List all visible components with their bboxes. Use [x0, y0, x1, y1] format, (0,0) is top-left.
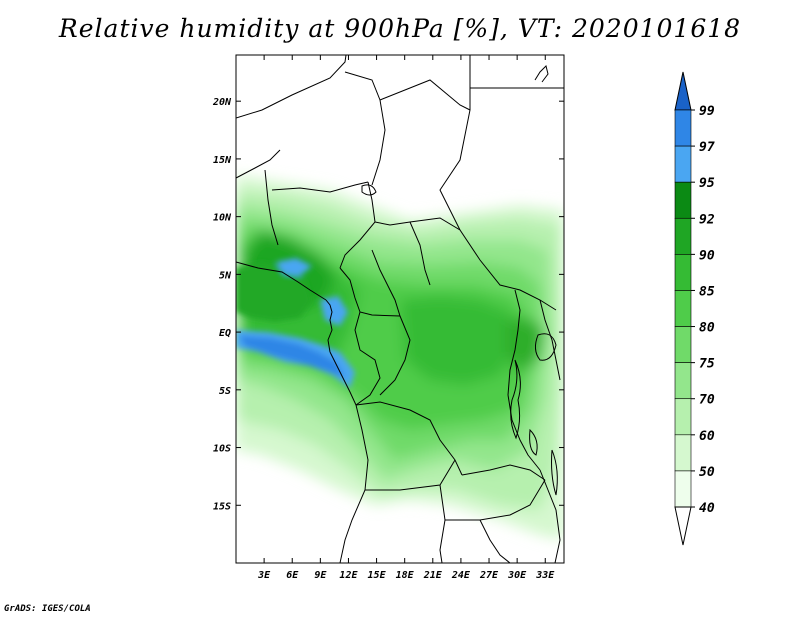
lon-tick-label: 3E [257, 570, 271, 581]
colorbar-label: 92 [699, 212, 715, 227]
lon-tick-label: 15E [368, 570, 387, 581]
humidity-region-95-north [276, 258, 312, 276]
colorbar: 99 97 95 92 90 85 80 75 70 60 50 40 [674, 71, 715, 546]
map-title: Relative humidity at 900hPa [%], VT: 202… [58, 14, 742, 43]
colorbar-segment [674, 145, 692, 183]
colorbar-segment [674, 470, 692, 508]
colorbar-segment [674, 109, 692, 147]
colorbar-segment [674, 398, 692, 436]
humidity-region-95-gabon [320, 296, 348, 326]
colorbar-label: 50 [699, 465, 715, 480]
lon-tick-label: 30E [507, 570, 527, 581]
colorbar-segment [674, 217, 692, 255]
border-line [236, 55, 347, 119]
border-line [236, 261, 327, 301]
border-line [409, 221, 431, 286]
border-line [236, 149, 281, 179]
lat-axis: 20N 15N 10N 5N EQ 5S 10S 15S [212, 97, 564, 512]
border-line [344, 71, 386, 186]
colorbar-label: 60 [699, 429, 715, 444]
humidity-region-90-east [505, 318, 545, 372]
border-line [439, 484, 446, 563]
border-line [439, 55, 471, 231]
map-frame [235, 54, 565, 564]
border-line [339, 267, 401, 317]
border-line [461, 464, 546, 481]
lon-tick-label: 21E [423, 570, 443, 581]
lon-tick-label: 6E [286, 570, 299, 581]
colorbar-segment [674, 181, 692, 219]
colorbar-segment [674, 434, 692, 472]
border-line [325, 299, 333, 353]
colorbar-label: 90 [699, 248, 715, 263]
colorbar-segment [674, 362, 692, 400]
border-line [379, 79, 471, 111]
colorbar-segment [674, 290, 692, 327]
lake-outline [529, 428, 538, 456]
lake-outline [361, 184, 377, 196]
lon-tick-label: 33E [535, 570, 555, 581]
colorbar-segment [674, 254, 692, 291]
colorbar-label: 95 [699, 176, 715, 191]
colorbar-label: 70 [699, 393, 715, 408]
border-line [354, 311, 381, 406]
colorbar-label: 99 [699, 104, 715, 119]
borders [236, 55, 564, 563]
lon-tick-label: 12E [339, 570, 358, 581]
border-line [507, 289, 521, 396]
humidity-region-85-east [400, 296, 515, 385]
coast-line [534, 65, 549, 83]
humidity-field [236, 175, 564, 540]
lat-tick-label: 20N [212, 97, 232, 108]
border-line [339, 181, 376, 269]
border-line [445, 479, 546, 521]
humidity-region-97 [240, 336, 345, 378]
border-line [371, 249, 401, 317]
colorbar-label: 80 [699, 321, 715, 336]
lon-axis: 3E 6E 9E 12E 15E 18E 21E 24E 27E 30E 33E [257, 55, 555, 581]
lat-tick-label: 10S [213, 444, 231, 455]
lon-tick-label: 9E [314, 570, 327, 581]
lat-tick-label: EQ [219, 328, 231, 339]
colorbar-label: 97 [699, 140, 715, 155]
colorbar-cap-bottom [674, 506, 692, 546]
border-line [264, 169, 279, 246]
border-line [479, 519, 511, 563]
colorbar-label: 75 [699, 357, 715, 372]
lake-outline [510, 359, 521, 440]
border-line [365, 459, 456, 491]
lake-outline [551, 449, 558, 496]
border-line [329, 351, 357, 406]
border-line [374, 217, 557, 311]
border-line [271, 181, 369, 193]
border-line [539, 469, 561, 563]
colorbar-segment [674, 326, 692, 363]
colorbar-label: 40 [699, 501, 715, 516]
lat-tick-label: 15S [213, 501, 231, 512]
colorbar-label: 85 [699, 284, 715, 299]
lon-tick-label: 27E [479, 570, 499, 581]
border-line [379, 315, 411, 396]
lon-tick-label: 24E [451, 570, 471, 581]
lon-tick-label: 18E [396, 570, 415, 581]
lat-tick-label: 10N [213, 213, 232, 224]
lake-outline [534, 333, 557, 361]
colorbar-cap-top [674, 71, 692, 111]
credit-text: GrADS: IGES/COLA [4, 604, 91, 614]
lat-tick-label: 5N [219, 270, 232, 281]
border-line [539, 299, 561, 381]
lat-tick-label: 5S [219, 386, 231, 397]
lat-tick-label: 15N [213, 155, 232, 166]
humidity-region-92 [236, 262, 312, 322]
